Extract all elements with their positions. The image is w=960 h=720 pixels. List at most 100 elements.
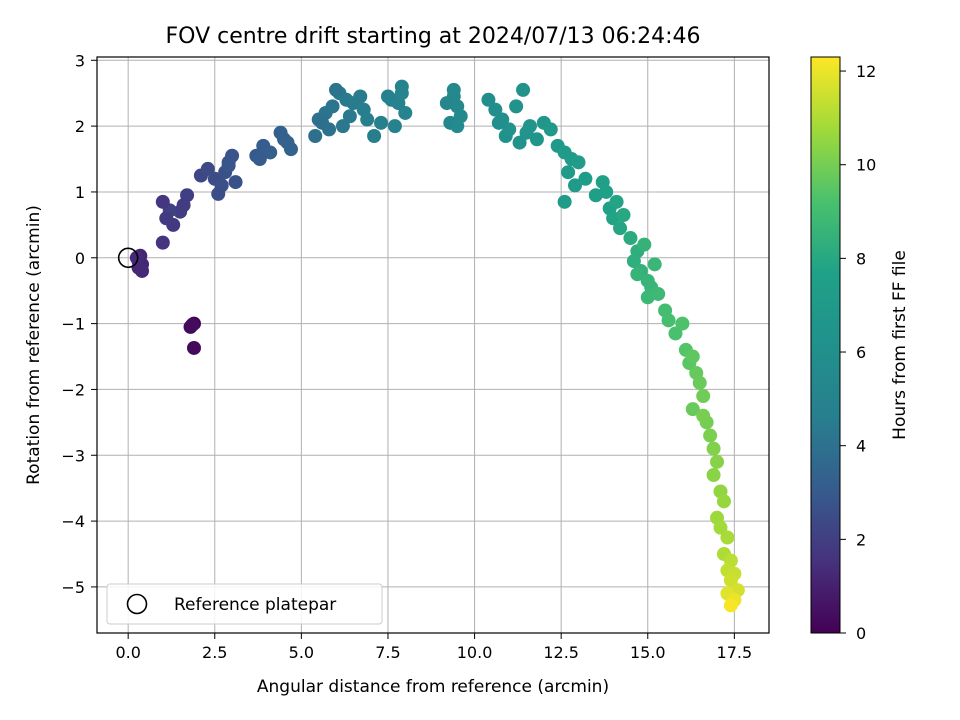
colorbar-tick-label: 0 [856, 624, 866, 643]
y-tick-label: 3 [75, 51, 85, 70]
chart-title: FOV centre drift starting at 2024/07/13 … [166, 24, 701, 49]
data-point [491, 115, 506, 130]
y-axis-ticks: −5 −4 −3 −2 −1 0 1 2 3 [61, 51, 97, 597]
data-point [360, 112, 375, 127]
data-point [252, 152, 267, 167]
data-point [661, 313, 676, 328]
data-point [668, 326, 683, 341]
data-point [387, 119, 402, 134]
y-tick-label: 1 [75, 183, 85, 202]
data-point [720, 530, 735, 545]
data-point [221, 158, 236, 173]
data-point [446, 82, 461, 97]
x-axis-ticks: 0.0 2.5 5.0 7.5 10.0 12.5 15.0 17.5 [115, 633, 752, 662]
data-point [696, 408, 711, 423]
data-point [599, 184, 614, 199]
data-point [543, 122, 558, 137]
data-point [450, 119, 465, 134]
y-tick-label: −1 [61, 315, 85, 334]
y-axis-label: Rotation from reference (arcmin) [24, 205, 44, 485]
data-point [685, 349, 700, 364]
data-point [647, 257, 662, 272]
data-point [696, 389, 711, 404]
data-point [630, 267, 645, 282]
data-point [557, 194, 572, 209]
data-points [117, 79, 745, 613]
colorbar-tick-label: 10 [856, 156, 876, 175]
data-point [155, 194, 170, 209]
plot-frame [96, 56, 770, 634]
data-point [578, 171, 593, 186]
data-point [367, 128, 382, 143]
data-point [651, 286, 666, 301]
data-point [176, 198, 191, 213]
data-point [380, 89, 395, 104]
data-point [488, 102, 503, 117]
legend-box [106, 583, 383, 625]
data-point [498, 128, 513, 143]
y-tick-label: 2 [75, 117, 85, 136]
data-point [609, 194, 624, 209]
data-point [692, 375, 707, 390]
data-point [568, 178, 583, 193]
data-point [280, 135, 295, 150]
colorbar-tick-label: 12 [856, 62, 876, 81]
data-point [616, 207, 631, 222]
colorbar-label: Hours from first FF file [890, 250, 910, 440]
data-point [129, 250, 144, 265]
data-point [710, 454, 725, 469]
x-axis-label: Angular distance from reference (arcmin) [257, 677, 609, 697]
data-point [703, 428, 718, 443]
y-tick-label: −2 [61, 380, 85, 399]
data-point [353, 89, 368, 104]
data-point [186, 340, 201, 355]
colorbar: 0 2 4 6 8 10 12 Hours from first FF file [810, 56, 910, 643]
data-point [159, 211, 174, 226]
data-point [723, 598, 738, 613]
data-point [322, 122, 337, 137]
data-point [439, 96, 454, 111]
data-point [716, 494, 731, 509]
data-point [325, 99, 340, 114]
data-point [481, 92, 496, 107]
legend: Reference platepar [106, 583, 383, 625]
data-point [211, 186, 226, 201]
x-tick-label: 7.5 [375, 643, 400, 662]
data-point [685, 402, 700, 417]
data-point [394, 86, 409, 101]
data-point [571, 155, 586, 170]
data-point [626, 254, 641, 269]
data-point [185, 317, 200, 332]
data-point [613, 221, 628, 236]
data-point [706, 468, 721, 483]
data-point [509, 99, 524, 114]
data-point [623, 231, 638, 246]
x-tick-label: 0.0 [115, 643, 140, 662]
colorbar-tick-label: 4 [856, 437, 866, 456]
data-point [512, 135, 527, 150]
x-tick-label: 12.5 [543, 643, 579, 662]
x-tick-label: 15.0 [630, 643, 666, 662]
data-point [335, 119, 350, 134]
data-point [713, 520, 728, 535]
colorbar-tick-label: 8 [856, 249, 866, 268]
y-tick-label: −3 [61, 446, 85, 465]
x-tick-label: 17.5 [717, 643, 753, 662]
y-tick-label: −5 [61, 578, 85, 597]
colorbar-gradient [810, 56, 841, 634]
x-tick-label: 5.0 [289, 643, 314, 662]
data-point [135, 263, 150, 278]
data-point [675, 316, 690, 331]
data-point [637, 237, 652, 252]
data-point [561, 165, 576, 180]
data-point [398, 105, 413, 120]
data-point [308, 128, 323, 143]
data-point [329, 82, 344, 97]
reference-platepar-marker [117, 247, 139, 269]
data-point [200, 161, 215, 176]
data-point [723, 573, 738, 588]
x-tick-label: 10.0 [457, 643, 493, 662]
data-point [516, 82, 531, 97]
y-tick-label: 0 [75, 249, 85, 268]
